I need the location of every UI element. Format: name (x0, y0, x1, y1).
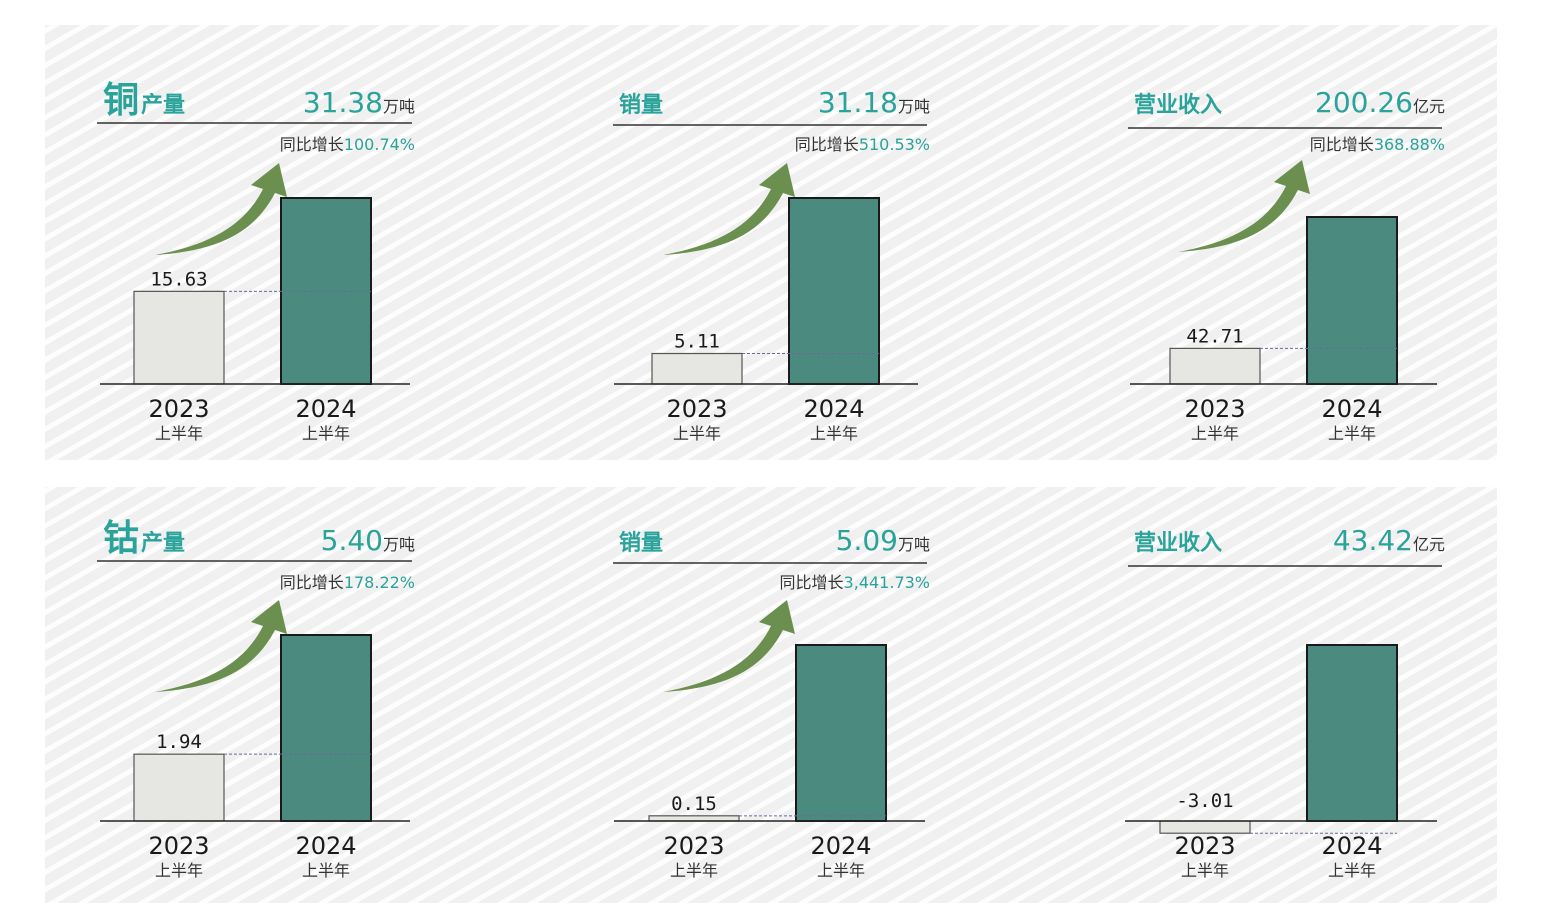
x-tick-sublabel: 上半年 (1181, 861, 1229, 880)
chart-title: 营业收入 (1134, 530, 1222, 556)
x-tick-sublabel: 上半年 (302, 424, 350, 443)
x-tick-sublabel: 上半年 (670, 861, 718, 880)
x-tick-label: 2023 (663, 832, 724, 860)
headline-value: 31.18万吨 (818, 86, 930, 119)
growth-rate: 510.53% (859, 135, 930, 154)
x-tick-label: 2023 (148, 832, 209, 860)
bar-2024 (788, 197, 880, 385)
growth-prefix: 同比增长 (280, 573, 344, 592)
metal-name: 铜 (103, 80, 139, 121)
metric-label: 营业收入 (1134, 92, 1222, 118)
bar-value-label: 42.71 (1186, 325, 1243, 347)
headline-unit: 万吨 (383, 535, 415, 554)
bar-value-label: 0.15 (671, 793, 717, 815)
headline-unit: 亿元 (1413, 97, 1445, 116)
bar-2023 (651, 352, 743, 385)
x-tick-sublabel: 上半年 (155, 861, 203, 880)
headline-number: 43.42 (1333, 524, 1413, 557)
growth-arrow-icon (155, 600, 287, 692)
x-tick-sublabel: 上半年 (1328, 424, 1376, 443)
chart-title: 营业收入 (1134, 92, 1222, 118)
bar-2023 (133, 753, 225, 822)
x-tick-label: 2023 (1174, 832, 1235, 860)
x-tick-label: 2024 (295, 395, 356, 423)
growth-rate: 178.22% (344, 573, 415, 592)
chart-panel-2: 营业收入 200.26亿元同比增长368.88%42.712023上半年2024上… (1128, 86, 1445, 443)
chart-title: 铜产量 (103, 80, 185, 121)
headline-number: 5.09 (836, 524, 898, 557)
headline-value: 5.40万吨 (321, 524, 415, 557)
x-tick-label: 2024 (1321, 832, 1382, 860)
chart-title: 销量 (619, 531, 663, 556)
x-tick-label: 2023 (666, 395, 727, 423)
metric-label: 销量 (619, 93, 663, 118)
x-tick-sublabel: 上半年 (810, 424, 858, 443)
growth-arrow-icon (1178, 160, 1310, 252)
x-tick-sublabel: 上半年 (673, 424, 721, 443)
headline-value: 5.09万吨 (836, 524, 930, 557)
x-tick-label: 2023 (148, 395, 209, 423)
growth-arrow-icon (663, 600, 795, 692)
bar-value-label: 1.94 (156, 731, 202, 753)
bar-value-label: 5.11 (674, 331, 720, 353)
metric-label: 销量 (619, 531, 663, 556)
metric-label: 营业收入 (1134, 530, 1222, 556)
x-tick-sublabel: 上半年 (302, 861, 350, 880)
headline-number: 31.38 (303, 86, 383, 119)
copper-panel (45, 25, 1497, 460)
bar-2023 (133, 290, 225, 385)
metric-label: 产量 (141, 93, 185, 118)
headline-value: 200.26亿元 (1315, 86, 1445, 119)
growth-rate: 100.74% (344, 135, 415, 154)
bar-2024 (795, 644, 887, 822)
growth-rate: 368.88% (1374, 135, 1445, 154)
x-tick-label: 2024 (1321, 395, 1382, 423)
bar-2024 (1306, 644, 1398, 822)
headline-unit: 亿元 (1413, 535, 1445, 554)
x-tick-sublabel: 上半年 (155, 424, 203, 443)
growth-label: 同比增长100.74% (280, 135, 415, 154)
growth-label: 同比增长510.53% (795, 135, 930, 154)
bar-value-label: 15.63 (150, 268, 207, 290)
metal-name: 钴 (103, 518, 139, 559)
headline-number: 5.40 (321, 524, 383, 557)
growth-prefix: 同比增长 (1310, 135, 1374, 154)
growth-label: 同比增长3,441.73% (780, 573, 930, 592)
growth-prefix: 同比增长 (795, 135, 859, 154)
x-tick-sublabel: 上半年 (1328, 861, 1376, 880)
x-tick-label: 2024 (295, 832, 356, 860)
bar-value-label: -3.01 (1176, 790, 1233, 812)
x-tick-sublabel: 上半年 (817, 861, 865, 880)
bar-2024 (1306, 216, 1398, 385)
growth-label: 同比增长368.88% (1310, 135, 1445, 154)
bar-2023 (1169, 347, 1261, 385)
headline-number: 200.26 (1315, 86, 1413, 119)
headline-unit: 万吨 (898, 97, 930, 116)
chart-title: 钴产量 (103, 518, 185, 559)
growth-rate: 3,441.73% (844, 573, 930, 592)
headline-value: 43.42亿元 (1333, 524, 1445, 557)
x-tick-label: 2024 (803, 395, 864, 423)
x-tick-label: 2024 (810, 832, 871, 860)
growth-arrow-icon (155, 163, 287, 255)
headline-unit: 万吨 (383, 97, 415, 116)
headline-value: 31.38万吨 (303, 86, 415, 119)
growth-arrow-icon (663, 163, 795, 255)
x-tick-label: 2023 (1184, 395, 1245, 423)
bar-2024 (280, 634, 372, 822)
growth-label: 同比增长178.22% (280, 573, 415, 592)
metric-label: 产量 (141, 531, 185, 556)
growth-prefix: 同比增长 (780, 573, 844, 592)
x-tick-sublabel: 上半年 (1191, 424, 1239, 443)
growth-prefix: 同比增长 (280, 135, 344, 154)
headline-unit: 万吨 (898, 535, 930, 554)
headline-number: 31.18 (818, 86, 898, 119)
chart-title: 销量 (619, 93, 663, 118)
